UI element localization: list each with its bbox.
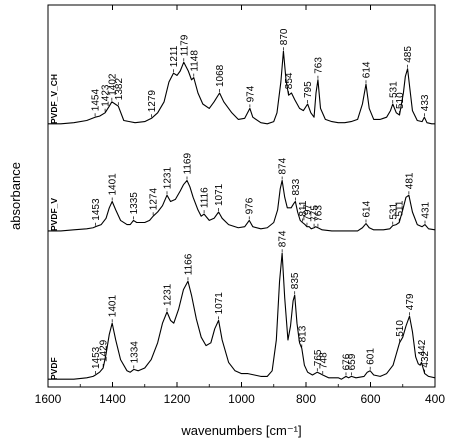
spectrum-line-pvdf <box>48 252 436 380</box>
peak-label-pvdf-v-ch-1382: 1382 <box>114 78 125 101</box>
peak-label-pvdf-v-ch-433: 433 <box>420 94 431 111</box>
peak-label-pvdf-v-775: 775 <box>310 205 321 222</box>
peak-label-pvdf-v-ch-1454: 1454 <box>91 89 102 112</box>
peak-label-pvdf-v-481: 481 <box>404 172 415 189</box>
x-tick-label-1400: 1400 <box>99 392 126 406</box>
peak-label-pvdf-479: 479 <box>405 293 416 310</box>
peak-label-pvdf-v-ch-854: 854 <box>284 72 295 89</box>
spectra-series: PVDF_V_CH PVDF_V PVDF <box>48 50 436 380</box>
peak-label-pvdf-v-ch-1148: 1148 <box>189 50 200 72</box>
peak-label-pvdf-659: 659 <box>347 353 358 370</box>
peak-label-pvdf-v-ch-1179: 1179 <box>179 34 190 56</box>
series-label-pvdf-v: PVDF_V <box>49 198 59 231</box>
peak-label-pvdf-748: 748 <box>318 352 329 369</box>
peak-label-pvdf-1429: 1429 <box>99 339 110 362</box>
peak-label-pvdf-v-874: 874 <box>278 157 289 174</box>
peak-label-pvdf-v-797: 797 <box>302 204 313 221</box>
x-tick-label-1000: 1000 <box>228 392 255 406</box>
series-label-pvdf: PVDF <box>49 357 59 380</box>
x-tick-label-1600: 1600 <box>35 392 62 406</box>
peak-label-pvdf-1453: 1453 <box>91 346 102 369</box>
peak-label-pvdf-v-1071: 1071 <box>214 183 225 206</box>
peak-label-pvdf-v-431: 431 <box>421 201 432 218</box>
x-tick-label-400: 400 <box>425 392 445 406</box>
peak-label-pvdf-1231: 1231 <box>163 283 174 306</box>
x-tick-label-800: 800 <box>296 392 316 406</box>
peak-label-pvdf-v-531: 531 <box>388 203 399 220</box>
peak-label-pvdf-874: 874 <box>278 230 289 247</box>
peak-label-pvdf-v-614: 614 <box>361 200 372 217</box>
peak-label-pvdf-v-ch-510: 510 <box>395 92 406 109</box>
peak-label-pvdf-813: 813 <box>297 325 308 342</box>
peak-label-pvdf-v-1274: 1274 <box>149 188 160 211</box>
peak-label-pvdf-835: 835 <box>290 272 301 289</box>
y-axis-title: absorbance <box>8 162 23 230</box>
peak-label-pvdf-1071: 1071 <box>214 292 225 315</box>
peak-label-pvdf-v-ch-1279: 1279 <box>147 90 158 113</box>
peak-label-pvdf-1166: 1166 <box>183 253 194 275</box>
x-tick-label-600: 600 <box>360 392 380 406</box>
peak-label-pvdf-v-1169: 1169 <box>183 153 194 175</box>
peak-label-pvdf-v-1453: 1453 <box>91 198 102 221</box>
peak-label-pvdf-510: 510 <box>395 320 406 337</box>
peak-label-pvdf-v-ch-795: 795 <box>303 81 314 98</box>
peak-label-pvdf-765: 765 <box>313 349 324 366</box>
spectrum-line-pvdf-v <box>48 179 436 232</box>
peak-label-pvdf-v-1335: 1335 <box>129 192 140 215</box>
peak-label-pvdf-v-ch-1068: 1068 <box>215 64 226 87</box>
spectrum-line-pvdf-v-ch <box>48 50 435 125</box>
peak-label-pvdf-676: 676 <box>341 353 352 370</box>
peak-label-pvdf-1401: 1401 <box>108 295 119 318</box>
peak-label-pvdf-v-763: 763 <box>313 205 324 222</box>
peak-label-pvdf-v-ch-1402: 1402 <box>107 73 118 96</box>
peak-label-pvdf-601: 601 <box>366 348 377 365</box>
peak-label-pvdf-1334: 1334 <box>129 341 140 364</box>
peak-label-pvdf-v-1401: 1401 <box>108 173 119 196</box>
peak-label-pvdf-v-511: 511 <box>395 200 406 216</box>
peak-label-pvdf-v-1231: 1231 <box>163 167 174 190</box>
peak-label-pvdf-v-ch-614: 614 <box>361 61 372 78</box>
peak-label-pvdf-v-ch-1423: 1423 <box>101 84 112 107</box>
peak-label-pvdf-v-833: 833 <box>291 178 302 195</box>
peak-label-pvdf-v-ch-485: 485 <box>403 46 414 63</box>
peak-label-pvdf-v-ch-531: 531 <box>388 81 399 98</box>
peak-label-pvdf-442: 442 <box>417 339 428 356</box>
peak-label-pvdf-v-ch-870: 870 <box>279 28 290 45</box>
peak-label-pvdf-v-ch-1211: 1211 <box>169 45 180 67</box>
x-tick-label-1200: 1200 <box>164 392 191 406</box>
x-axis: 1600 1400 1200 1000 800 600 400 <box>35 5 445 406</box>
plot-frame <box>47 4 436 388</box>
peak-label-pvdf-v-1116: 1116 <box>200 187 211 208</box>
peak-label-pvdf-432: 432 <box>420 350 431 367</box>
peak-label-pvdf-v-ch-763: 763 <box>313 57 324 74</box>
peak-label-pvdf-v-811: 811 <box>298 200 309 216</box>
peak-label-pvdf-v-976: 976 <box>245 197 256 214</box>
x-axis-title: wavenumbers [cm⁻¹] <box>180 423 301 438</box>
series-label-pvdf-v-ch: PVDF_V_CH <box>49 74 59 124</box>
peak-label-pvdf-v-ch-974: 974 <box>245 85 256 102</box>
